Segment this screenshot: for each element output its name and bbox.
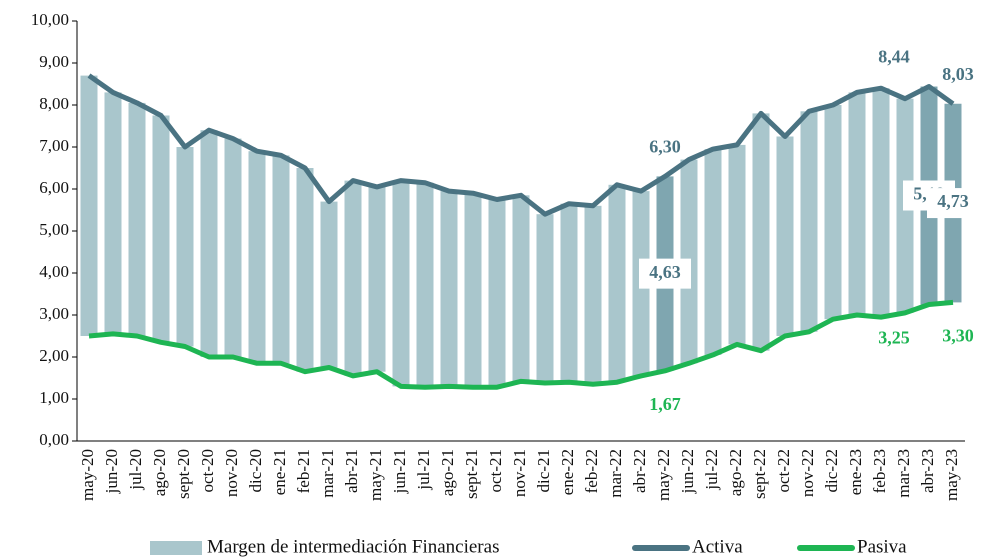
value-label: 1,67 [649,394,681,414]
label-box [927,188,979,219]
x-tick-label: ago-21 [438,449,457,496]
y-tick-label: 7,00 [39,136,69,155]
bar [848,92,866,316]
bar [752,113,770,351]
x-tick-label: jul-20 [126,449,145,491]
line-activa [87,73,955,217]
label-box [639,258,691,289]
x-tick-label: feb-22 [582,449,601,493]
bar [200,130,218,357]
x-tick-label: abr-23 [918,449,937,493]
bar [344,180,362,376]
x-tick-label: dic-20 [246,449,265,492]
bar [584,205,602,385]
x-tick-label: feb-21 [294,449,313,493]
legend-label: Pasiva [857,536,907,557]
x-tick-label: jun-21 [390,449,409,494]
x-tick-label: may-20 [78,449,97,501]
x-tick-label: sept-22 [750,449,769,499]
bar [368,186,386,372]
legend-label: Margen de intermediación Financieras [207,536,499,557]
x-tick-label: may-22 [654,449,673,501]
bar [824,105,842,320]
x-tick-label: oct-22 [774,449,793,492]
value-label: 4,73 [937,191,969,211]
x-tick-label: sept-21 [462,449,481,499]
x-tick-label: ago-20 [150,449,169,496]
y-tick-label: 2,00 [39,346,69,365]
value-label: 8,44 [878,47,910,67]
bar [176,147,194,347]
y-tick-label: 0,00 [39,430,69,449]
bar [272,155,290,364]
legend-swatch [150,541,202,555]
x-tick-label: ene-22 [558,449,577,495]
x-tick-label: mar-21 [318,449,337,498]
bar [128,102,146,337]
x-tick-label: dic-22 [822,449,841,492]
x-tick-label: nov-21 [510,449,529,497]
x-tick-label: may-23 [942,449,961,501]
bar [512,195,530,382]
bar [392,180,410,387]
bar [872,88,890,318]
x-tick-label: nov-22 [798,449,817,497]
value-label: 3,25 [878,328,910,348]
bar [224,138,242,357]
bar [296,168,314,372]
bar [728,144,746,345]
x-tick-label: jun-20 [102,449,121,494]
bar [536,214,554,384]
bar [800,111,818,332]
y-tick-label: 8,00 [39,94,69,113]
x-tick-label: feb-23 [870,449,889,493]
bar [464,193,482,388]
bar [80,75,98,336]
y-tick-label: 9,00 [39,52,69,71]
bar [440,191,458,387]
value-label: 3,30 [942,326,974,346]
x-tick-label: sept-20 [174,449,193,499]
x-tick-label: oct-20 [198,449,217,492]
y-tick-label: 3,00 [39,304,69,323]
value-label: 6,30 [649,137,681,157]
x-tick-label: nov-20 [222,449,241,497]
x-tick-label: may-21 [366,449,385,501]
x-tick-label: ene-23 [846,449,865,495]
bar [704,149,722,355]
y-tick-label: 10,00 [31,10,69,29]
bar [488,199,506,388]
value-label: 4,63 [649,262,681,282]
x-tick-label: dic-21 [534,449,553,492]
x-tick-label: ene-21 [270,449,289,495]
bar [248,151,266,364]
bar [104,92,122,334]
x-tick-label: jun-22 [678,449,697,494]
x-tick-label: abr-21 [342,449,361,493]
value-label: 8,03 [942,64,974,84]
x-tick-label: mar-22 [606,449,625,498]
x-tick-label: mar-23 [894,449,913,498]
bar [608,184,626,383]
bar [152,115,170,343]
y-tick-label: 5,00 [39,220,69,239]
y-tick-label: 1,00 [39,388,69,407]
x-tick-label: jul-21 [414,449,433,491]
x-tick-label: jul-22 [702,449,721,491]
bar [560,203,578,383]
x-tick-label: oct-21 [486,449,505,492]
line-pasiva [88,299,954,390]
bar [776,136,794,336]
bar [320,201,338,368]
y-tick-label: 6,00 [39,178,69,197]
legend-label: Activa [692,536,743,557]
y-tick-label: 4,00 [39,262,69,281]
x-tick-label: abr-22 [630,449,649,493]
x-tick-label: ago-22 [726,449,745,496]
bar [416,182,434,388]
